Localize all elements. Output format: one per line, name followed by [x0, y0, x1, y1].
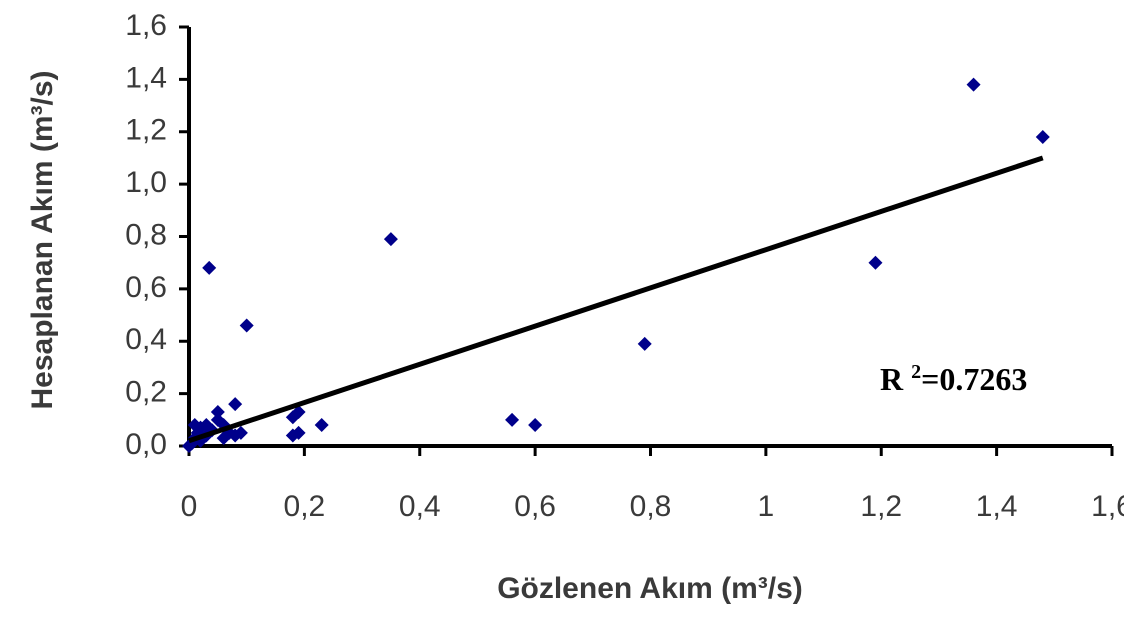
x-tick-label: 0	[181, 490, 198, 523]
scatter-point	[285, 410, 300, 425]
scatter-point	[233, 425, 248, 440]
x-tick-label: 1,4	[976, 490, 1018, 523]
x-axis-title: Gözlenen Akım (m³/s)	[497, 572, 803, 605]
x-tick-label: 1,2	[860, 490, 902, 523]
annotation-base: R	[880, 361, 904, 397]
x-tick-label: 1,6	[1091, 490, 1124, 523]
annotation-sup: 2	[911, 361, 921, 383]
scatter-point	[228, 397, 243, 412]
scatter-point	[314, 418, 329, 433]
y-tick-label: 1,4	[125, 61, 167, 94]
y-tick-label: 1,6	[125, 9, 167, 42]
scatter-point	[202, 260, 217, 275]
scatter-point	[868, 255, 883, 270]
y-tick-label: 0,6	[125, 271, 167, 304]
y-tick-label: 0,2	[125, 376, 167, 409]
y-tick-label: 0,4	[125, 323, 167, 356]
scatter-point	[285, 428, 300, 443]
scatter-point	[199, 418, 214, 433]
x-tick-label: 0,2	[284, 490, 326, 523]
x-tick-label: 1	[758, 490, 775, 523]
x-tick-label: 0,4	[399, 490, 441, 523]
scatter-point	[505, 412, 520, 427]
y-axis-title: Hesaplanan Akım (m³/s)	[26, 71, 59, 410]
x-tick-label: 0,6	[514, 490, 556, 523]
scatter-point	[383, 232, 398, 247]
y-tick-label: 1,0	[125, 166, 167, 199]
y-tick-label: 1,2	[125, 114, 167, 147]
scatter-point	[210, 404, 225, 419]
y-tick-label: 0,0	[125, 428, 167, 461]
scatter-point	[1035, 129, 1050, 144]
y-tick-label: 0,8	[125, 218, 167, 251]
x-tick-label: 0,8	[630, 490, 672, 523]
scatter-point	[182, 439, 196, 453]
scatter-point	[966, 77, 981, 92]
scatter-point	[216, 431, 231, 446]
scatter-point	[239, 318, 254, 333]
annotation-rest: =0.7263	[921, 361, 1027, 397]
trend-line	[188, 155, 1044, 444]
scatter-point	[637, 336, 652, 351]
scatter-point	[528, 418, 543, 433]
r-squared-annotation: R 2=0.7263	[880, 361, 1027, 398]
